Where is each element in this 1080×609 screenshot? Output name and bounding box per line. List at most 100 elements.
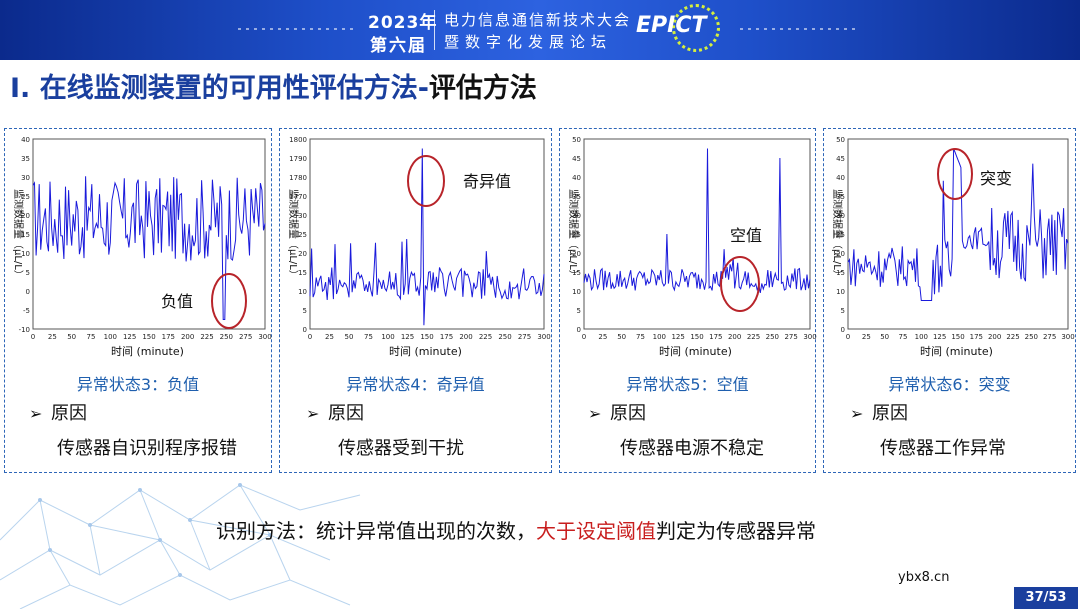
y-axis-label: 监测数据量（μL/L） <box>831 189 844 280</box>
conference-name: 电力信息通信新技术大会 <box>444 11 632 29</box>
y-tick-label: 20 <box>836 250 845 258</box>
x-tick-label: 300 <box>803 333 816 341</box>
x-tick-label: 200 <box>459 333 472 341</box>
cause-text: 传感器工作异常 <box>880 438 1006 459</box>
y-tick-label: 15 <box>572 269 581 277</box>
reason-heading: ➢ 原因 <box>588 399 646 425</box>
y-tick-label: 15 <box>21 231 30 239</box>
x-tick-label: 275 <box>239 333 252 341</box>
panel-singular-value: 1800 1790 1780 1770 30 25 20 15 10 5 0 0 25 50 75 100 12… <box>279 128 552 473</box>
y-tick-label: 40 <box>572 174 581 182</box>
method-highlight: 大于设定阈值 <box>536 519 656 543</box>
x-tick-label: 250 <box>1025 333 1038 341</box>
y-tick-label: 35 <box>21 155 30 163</box>
header-banner: 2023年 第六届 电力信息通信新技术大会 暨数字化发展论坛 EPICT <box>0 0 1080 60</box>
arrow-icon: ➢ <box>306 404 320 423</box>
panel-negative-value: 40 35 30 25 20 15 10 5 0 -5 -10 0 25 50 75 100 125 150 175… <box>4 128 272 473</box>
x-tick-label: 200 <box>181 333 194 341</box>
y-tick-label: 1780 <box>289 174 307 182</box>
y-tick-label: -5 <box>23 307 30 315</box>
x-tick-label: 175 <box>709 333 722 341</box>
y-tick-label: 10 <box>572 288 581 296</box>
y-tick-label: 30 <box>298 212 307 220</box>
y-tick-label: 45 <box>572 155 581 163</box>
x-tick-label: 175 <box>162 333 175 341</box>
chart-frame <box>847 138 1069 330</box>
anomaly-circle <box>407 155 445 207</box>
state-label: 异常状态6：突变 <box>888 375 1011 394</box>
method-prefix: 识别方法：统计异常值出现的次数， <box>216 519 536 543</box>
x-axis-label: 时间 (minute) <box>389 345 462 358</box>
y-tick-label: 0 <box>841 326 845 334</box>
chart-frame <box>583 138 811 330</box>
reason-heading: ➢ 原因 <box>850 399 908 425</box>
x-tick-label: 75 <box>87 333 96 341</box>
y-tick-label: 50 <box>572 136 581 144</box>
y-tick-label: 30 <box>836 212 845 220</box>
x-tick-label: 150 <box>142 333 155 341</box>
x-tick-label: 25 <box>862 333 871 341</box>
x-tick-label: 50 <box>67 333 76 341</box>
x-tick-label: 100 <box>915 333 928 341</box>
y-tick-label: 50 <box>836 136 845 144</box>
identification-method: 识别方法：统计异常值出现的次数，大于设定阈值判定为传感器异常 <box>216 515 816 544</box>
y-tick-label: 20 <box>21 212 30 220</box>
series-line <box>32 176 266 320</box>
y-axis-label: 监测数据量（μL/L） <box>287 189 300 280</box>
y-tick-label: 5 <box>303 307 307 315</box>
y-tick-label: 35 <box>572 193 581 201</box>
state-label: 异常状态4：奇异值 <box>346 375 485 394</box>
reason-label: 原因 <box>51 403 87 424</box>
x-tick-label: 300 <box>537 333 550 341</box>
y-tick-label: 10 <box>21 250 30 258</box>
x-tick-label: 175 <box>440 333 453 341</box>
conference-logo: EPICT <box>636 13 707 38</box>
reason-heading: ➢ 原因 <box>29 399 87 425</box>
annotation-label: 突变 <box>980 169 1012 188</box>
y-tick-label: 20 <box>298 250 307 258</box>
network-decoration <box>0 483 361 609</box>
series-line <box>847 148 1069 301</box>
y-axis-label: 监测数据量（μL/L） <box>567 189 580 280</box>
x-tick-label: 200 <box>988 333 1001 341</box>
x-tick-label: 150 <box>420 333 433 341</box>
banner-divider <box>434 10 435 50</box>
y-tick-label: 15 <box>298 269 307 277</box>
y-tick-label: 40 <box>21 136 30 144</box>
x-tick-label: 125 <box>401 333 414 341</box>
x-tick-label: 225 <box>1006 333 1019 341</box>
slide-title-main: I. 在线监测装置的可用性评估方法- <box>10 73 429 104</box>
y-tick-label: 10 <box>298 288 307 296</box>
reason-heading: ➢ 原因 <box>306 399 364 425</box>
annotation-label: 空值 <box>730 226 762 245</box>
x-tick-label: 300 <box>258 333 271 341</box>
y-tick-label: 25 <box>298 231 307 239</box>
banner-dash-right <box>740 28 860 30</box>
y-tick-label: 5 <box>577 307 581 315</box>
chart-frame <box>309 138 545 330</box>
x-tick-label: 0 <box>31 333 35 341</box>
x-tick-label: 250 <box>220 333 233 341</box>
x-tick-label: 75 <box>899 333 908 341</box>
y-tick-label: 5 <box>26 269 30 277</box>
x-tick-label: 125 <box>933 333 946 341</box>
conference-subtitle: 暨数字化发展论坛 <box>444 33 613 51</box>
x-tick-label: 150 <box>690 333 703 341</box>
x-tick-label: 125 <box>123 333 136 341</box>
x-tick-label: 175 <box>970 333 983 341</box>
y-tick-label: 5 <box>841 307 845 315</box>
cause-text: 传感器受到干扰 <box>338 438 464 459</box>
conference-year: 2023年 <box>368 13 438 33</box>
x-tick-label: 50 <box>880 333 889 341</box>
x-tick-label: 125 <box>671 333 684 341</box>
y-tick-label: -10 <box>19 326 30 334</box>
y-tick-label: 1770 <box>289 193 307 201</box>
cause-text: 传感器电源不稳定 <box>620 438 764 459</box>
x-tick-label: 25 <box>598 333 607 341</box>
annotation-label: 奇异值 <box>463 172 511 191</box>
arrow-icon: ➢ <box>29 404 43 423</box>
reason-label: 原因 <box>610 403 646 424</box>
page-number: 37/53 <box>1014 587 1078 609</box>
